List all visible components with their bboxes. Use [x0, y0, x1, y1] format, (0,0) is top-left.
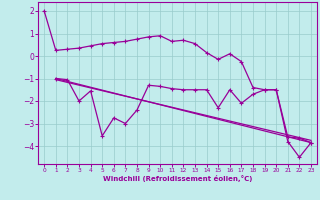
X-axis label: Windchill (Refroidissement éolien,°C): Windchill (Refroidissement éolien,°C) — [103, 175, 252, 182]
